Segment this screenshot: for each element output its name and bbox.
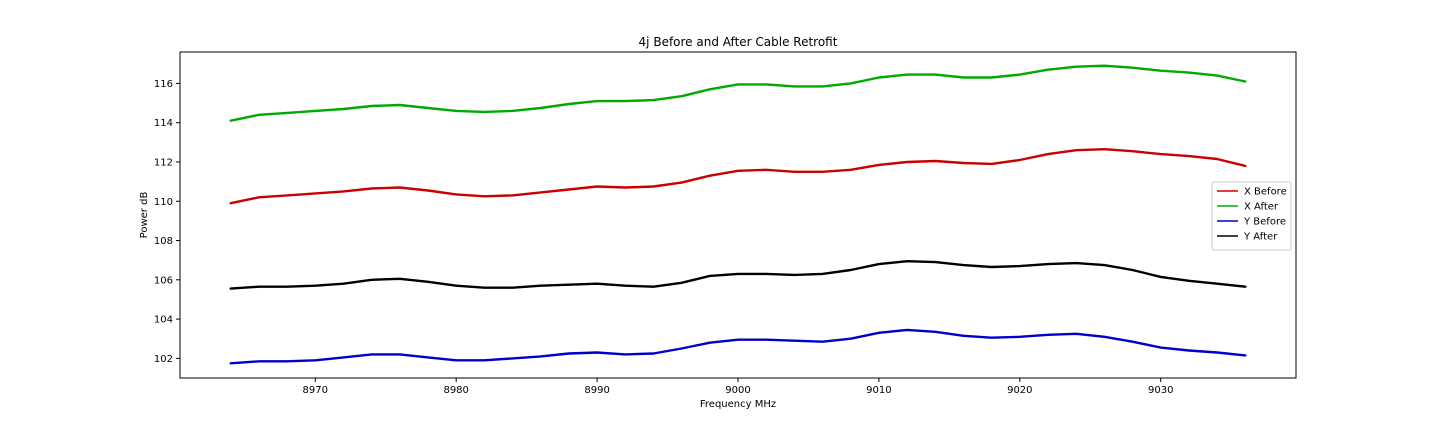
y-tick-label: 104 xyxy=(154,315,173,326)
series-line-x-after xyxy=(229,64,1247,122)
y-tick-label: 102 xyxy=(154,354,173,365)
y-axis-title: Power dB xyxy=(139,192,150,239)
series-line-y-before xyxy=(229,328,1247,365)
legend-label: X Before xyxy=(1244,187,1287,198)
plot-frame xyxy=(179,51,1297,379)
x-tick-label: 8970 xyxy=(303,385,328,396)
y-axis: 102 104 106 108 110 112 114 116 xyxy=(154,79,180,365)
x-tick-label: 9030 xyxy=(1148,385,1173,396)
legend-label: Y Before xyxy=(1243,217,1286,228)
legend-box xyxy=(1211,181,1292,251)
y-tick-label: 112 xyxy=(154,157,173,168)
y-tick-label: 108 xyxy=(154,236,173,247)
x-tick-label: 8990 xyxy=(584,385,609,396)
x-axis: 8970 8980 8990 9000 9010 9020 9030 xyxy=(303,378,1173,396)
series-line-y-after xyxy=(229,260,1247,290)
x-tick-label: 9000 xyxy=(725,385,750,396)
x-tick-label: 8980 xyxy=(443,385,468,396)
x-tick-label: 9020 xyxy=(1007,385,1032,396)
y-tick-label: 116 xyxy=(154,79,173,90)
legend: X Before X After Y Before Y After xyxy=(1211,181,1292,251)
plot-area xyxy=(229,64,1247,365)
x-axis-title: Frequency MHz xyxy=(700,399,776,410)
y-tick-label: 114 xyxy=(154,118,173,129)
series-line-x-before xyxy=(229,147,1247,205)
x-tick-label: 9010 xyxy=(866,385,891,396)
legend-label: Y After xyxy=(1243,232,1278,243)
y-tick-label: 110 xyxy=(154,197,173,208)
chart-title: 4j Before and After Cable Retrofit xyxy=(639,35,838,49)
legend-label: X After xyxy=(1244,202,1279,213)
y-tick-label: 106 xyxy=(154,275,173,286)
